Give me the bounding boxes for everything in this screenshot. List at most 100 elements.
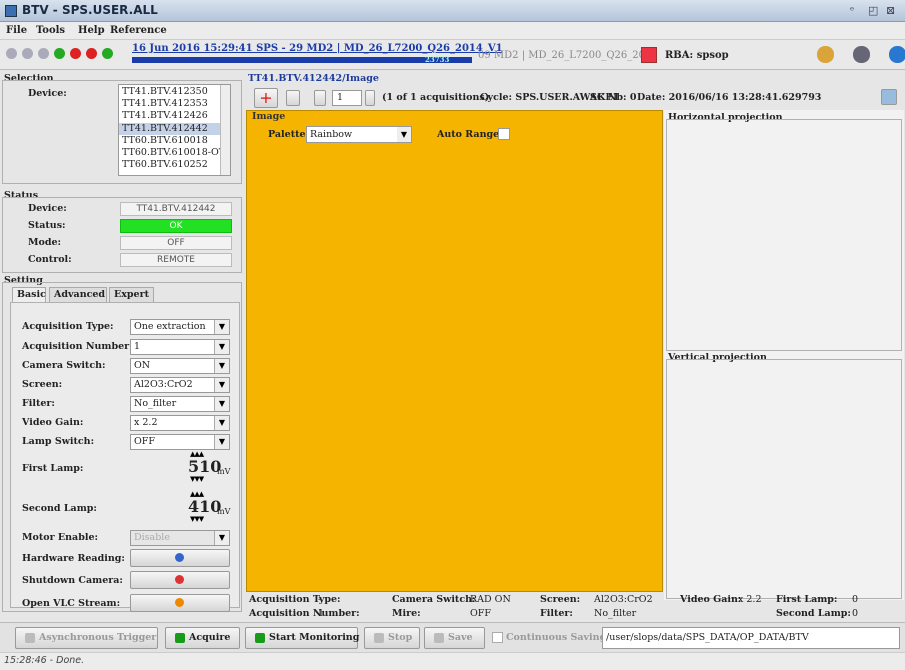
- device-item[interactable]: TT41.BTV.412426: [122, 110, 208, 122]
- field-label: Shutdown Camera:: [22, 575, 123, 587]
- toolbar-icon[interactable]: [853, 46, 870, 63]
- toolbar-icon[interactable]: [22, 48, 33, 59]
- tool-button[interactable]: [286, 90, 300, 106]
- timing-icon[interactable]: [641, 47, 657, 63]
- button-icon: [255, 633, 265, 643]
- combo-value[interactable]: No_filter: [134, 398, 176, 410]
- button-icon: [434, 633, 444, 643]
- status-value: REMOTE: [120, 253, 232, 267]
- view-title: TT41.BTV.412442/Image: [248, 73, 379, 85]
- button-icon: [175, 575, 184, 584]
- window-control[interactable]: ◰: [868, 4, 882, 18]
- combo-arrow: ▼: [214, 435, 229, 449]
- device-item[interactable]: TT41.BTV.412353: [122, 98, 208, 110]
- toolbar-icon[interactable]: [817, 46, 834, 63]
- status-text: 15:28:46 - Done.: [4, 655, 84, 667]
- field-label: Video Gain:: [22, 417, 83, 429]
- button-label[interactable]: Save: [448, 632, 473, 644]
- acq-count: (1 of 1 acquisitions): [382, 92, 489, 104]
- button-icon: [175, 633, 185, 643]
- info-label: Camera Switch:: [392, 594, 476, 606]
- image-panel: [246, 110, 663, 592]
- info-label: First Lamp:: [776, 594, 837, 606]
- tab-label[interactable]: Advanced: [54, 289, 105, 301]
- field-label: Device:: [28, 203, 67, 215]
- combo-value[interactable]: ON: [134, 360, 150, 372]
- combo-value[interactable]: Al2O3:CrO2: [134, 379, 193, 391]
- timing-bar: [132, 57, 472, 63]
- checkbox-label[interactable]: Continuous Saving: [506, 632, 606, 644]
- timing-counter: 23733: [425, 56, 449, 64]
- button-label[interactable]: Stop: [388, 632, 412, 644]
- field-label: Filter:: [22, 398, 55, 410]
- toolbar-icon[interactable]: [102, 48, 113, 59]
- combo-arrow: ▼: [214, 531, 229, 545]
- menu-item[interactable]: Reference: [110, 25, 167, 37]
- date-label: Date: 2016/06/16 13:28:41.629793: [637, 92, 821, 104]
- tab-label[interactable]: Basic: [17, 289, 46, 301]
- menu-item[interactable]: Tools: [36, 25, 65, 37]
- combo-arrow: ▼: [214, 340, 229, 354]
- nav-button[interactable]: [365, 90, 375, 106]
- projection-group: [666, 119, 902, 351]
- spin-down[interactable]: ▼▼▼: [190, 515, 214, 523]
- window-control[interactable]: ⊠: [886, 4, 900, 18]
- info-label: Video Gain:: [680, 594, 741, 606]
- field-label: Status:: [28, 220, 66, 232]
- combo-value[interactable]: OFF: [134, 436, 155, 448]
- button-label[interactable]: Acquire: [189, 632, 230, 644]
- combo-value[interactable]: 1: [134, 341, 140, 353]
- menu-item[interactable]: Help: [78, 25, 105, 37]
- info-value: Al2O3:CrO2: [594, 594, 653, 606]
- combo-value[interactable]: One extraction: [134, 321, 206, 333]
- field-label: Screen:: [22, 379, 62, 391]
- device-item[interactable]: TT60.BTV.610018: [122, 135, 208, 147]
- device-item[interactable]: TT41.BTV.412442: [122, 123, 208, 135]
- device-item[interactable]: TT41.BTV.412350: [122, 86, 208, 98]
- nav-button[interactable]: [314, 90, 326, 106]
- toolbar-icon[interactable]: [889, 46, 905, 63]
- info-value: -: [318, 594, 321, 606]
- timing-short: 09 MD2 | MD_26_L7200_Q26_20...: [478, 50, 655, 62]
- info-value: 0: [852, 608, 858, 620]
- tab-label[interactable]: Expert: [114, 289, 149, 301]
- field-label: Lamp Switch:: [22, 436, 94, 448]
- field-label: First Lamp:: [22, 463, 83, 475]
- status-value: OK: [120, 219, 232, 233]
- combo-arrow: ▼: [397, 127, 411, 142]
- path-value: /user/slops/data/SPS_DATA/OP_DATA/BTV: [606, 632, 809, 644]
- combo-value[interactable]: Disable: [134, 532, 170, 544]
- toolbar-icon[interactable]: [6, 48, 17, 59]
- menu-item[interactable]: File: [6, 25, 27, 37]
- toolbar-icon[interactable]: [86, 48, 97, 59]
- export-button[interactable]: [881, 89, 897, 105]
- info-value: RAD ON: [470, 594, 511, 606]
- button-icon: [175, 598, 184, 607]
- auto-range-check[interactable]: [498, 128, 510, 140]
- combo-arrow: ▼: [214, 378, 229, 392]
- info-label: Second Lamp:: [776, 608, 851, 620]
- toolbar-icon[interactable]: [70, 48, 81, 59]
- status-value: TT41.BTV.412442: [120, 202, 232, 216]
- button-label[interactable]: Start Monitoring: [269, 632, 359, 644]
- combo-value[interactable]: x 2.2: [134, 417, 158, 429]
- device-item[interactable]: TT60.BTV.610018-OT: [122, 147, 220, 159]
- combo-value[interactable]: Rainbow: [310, 129, 352, 141]
- toolbar-icon[interactable]: [54, 48, 65, 59]
- info-label: Filter:: [540, 608, 573, 620]
- combo-arrow: ▼: [214, 359, 229, 373]
- status-bar: [0, 652, 905, 670]
- continuous-check[interactable]: [492, 632, 503, 643]
- toolbar-icon[interactable]: [38, 48, 49, 59]
- device-item[interactable]: TT60.BTV.610252: [122, 159, 208, 171]
- button-icon: [175, 553, 184, 562]
- button-label[interactable]: Asynchronous Trigger: [39, 632, 156, 644]
- add-button[interactable]: +: [254, 88, 278, 108]
- info-label: Acquisition Type:: [249, 594, 341, 606]
- field-label: Device:: [28, 88, 67, 100]
- spin-down[interactable]: ▼▼▼: [190, 475, 214, 483]
- rba-label: RBA: spsop: [665, 50, 729, 62]
- window-control[interactable]: ᵉ: [850, 4, 864, 18]
- button-icon: [25, 633, 35, 643]
- field-label: Mode:: [28, 237, 61, 249]
